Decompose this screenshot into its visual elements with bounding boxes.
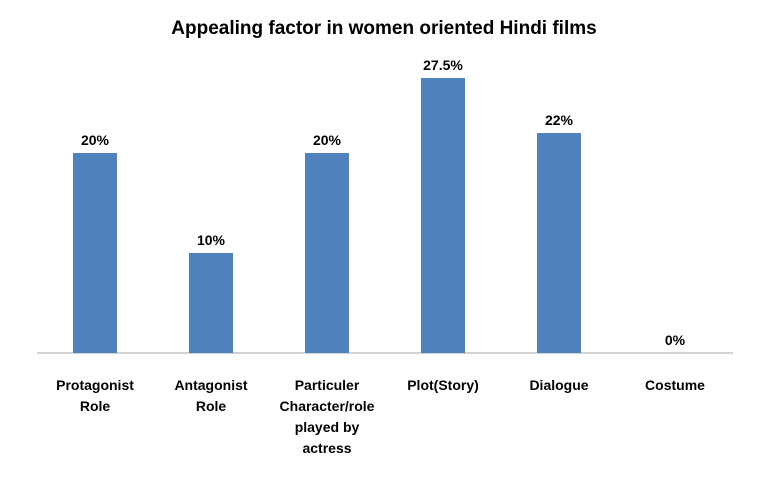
x-tick-label: Costume: [645, 377, 705, 393]
data-label: 0%: [665, 332, 686, 348]
x-tick-label: Particuler Character/role played by actress: [280, 377, 375, 456]
x-tick-label: Plot(Story): [407, 377, 479, 393]
bar: [189, 253, 233, 353]
data-label: 27.5%: [423, 57, 463, 73]
chart-title: Appealing factor in women oriented Hindi…: [171, 18, 596, 39]
data-label: 22%: [545, 112, 574, 128]
x-tick-label: Dialogue: [529, 377, 588, 393]
data-label: 20%: [81, 132, 110, 148]
bar: [421, 78, 465, 353]
data-label: 10%: [197, 232, 226, 248]
data-label: 20%: [313, 132, 342, 148]
x-tick-label: Protagonist Role: [56, 377, 134, 414]
bar: [73, 153, 117, 353]
bar: [305, 153, 349, 353]
bar: [537, 133, 581, 353]
x-tick-label: Antagonist Role: [174, 377, 247, 414]
